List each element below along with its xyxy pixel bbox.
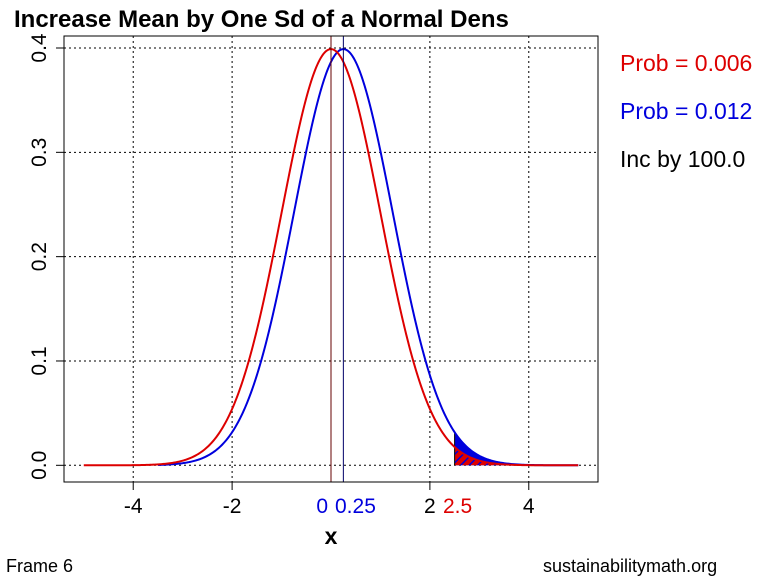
tail-shading xyxy=(454,432,579,466)
mean-lines xyxy=(330,36,344,482)
y-tick-label: 0.1 xyxy=(28,346,51,375)
y-tick-label: 0.4 xyxy=(28,33,51,63)
prob-blue: Prob = 0.012 xyxy=(620,98,753,124)
mean1-label: 0 xyxy=(316,495,328,518)
y-tick-label: 0.3 xyxy=(28,138,51,167)
x-tick-label: 2 xyxy=(424,495,436,518)
y-tick-label: 0.2 xyxy=(28,242,51,271)
chart-title: Increase Mean by One Sd of a Normal Dens xyxy=(14,6,509,33)
cutoff-label: 2.5 xyxy=(443,495,472,518)
x-tick-label: -2 xyxy=(223,495,242,518)
y-axis: 0.0 0.1 0.2 0.3 0.4 xyxy=(28,33,64,480)
x-tick-label: -4 xyxy=(124,495,143,518)
mean2-label: 0.25 xyxy=(335,495,376,518)
x-tick-label: 4 xyxy=(523,495,535,518)
prob-red: Prob = 0.006 xyxy=(620,50,753,76)
frame-label: Frame 6 xyxy=(6,556,74,576)
increase-text: Inc by 100.0 xyxy=(620,146,746,172)
x-axis-label: x xyxy=(325,523,338,549)
plot-box xyxy=(63,35,599,483)
y-tick-label: 0.0 xyxy=(28,451,51,480)
site-label: sustainabilitymath.org xyxy=(543,556,718,576)
red-tail-area xyxy=(454,447,579,466)
x-axis: -4 -2 2 4 xyxy=(124,482,535,518)
blue-density-curve xyxy=(157,48,579,467)
